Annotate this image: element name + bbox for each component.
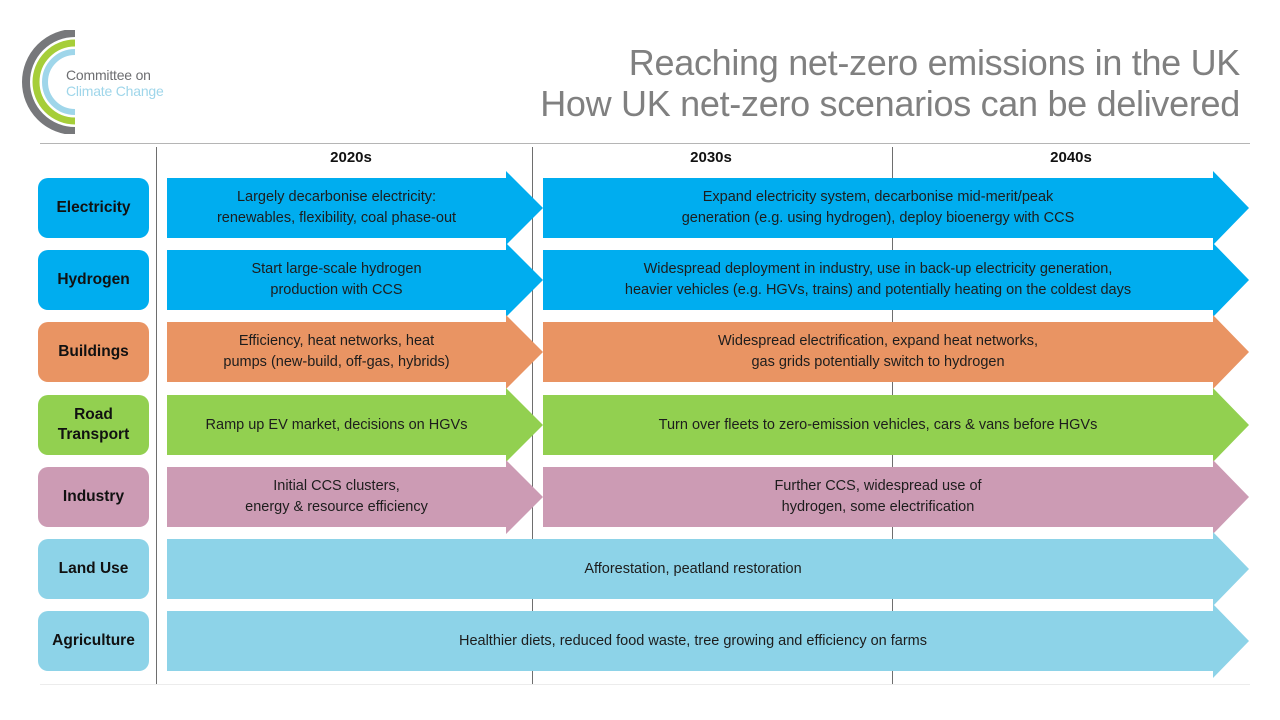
sector-label-industry: Industry: [38, 467, 149, 527]
arrow-text: Widespread electrification, expand heat …: [718, 333, 1038, 370]
page-title: Reaching net-zero emissions in the UK Ho…: [540, 42, 1240, 124]
arrow-text: Turn over fleets to zero-emission vehicl…: [658, 416, 1098, 433]
logo-text-climate-change: Climate Change: [66, 83, 164, 99]
decade-2020s: 2020s: [330, 149, 372, 166]
arrow-industry-2030s-2040s: Further CCS, widespread use of hydrogen,…: [543, 460, 1249, 534]
arrow-text: Further CCS, widespread use of hydrogen,…: [774, 478, 982, 515]
logo-text-committee: Committee on: [66, 67, 151, 83]
arrow-industry-2020s: Initial CCS clusters, energy & resource …: [167, 460, 543, 534]
arrow-text: Start large-scale hydrogen production wi…: [251, 261, 422, 298]
title-line-1: Reaching net-zero emissions in the UK: [628, 42, 1241, 83]
arrow-hydrogen-2020s: Start large-scale hydrogen production wi…: [167, 243, 543, 317]
arrow-agriculture-all: Healthier diets, reduced food waste, tre…: [167, 604, 1249, 678]
arrow-buildings-2030s-2040s: Widespread electrification, expand heat …: [543, 315, 1249, 389]
arrow-text: Widespread deployment in industry, use i…: [624, 261, 1132, 298]
arrow-land-use-all: Afforestation, peatland restoration: [167, 532, 1249, 606]
arrow-buildings-2020s: Efficiency, heat networks, heat pumps (n…: [167, 315, 543, 389]
arrow-road-transport-2020s: Ramp up EV market, decisions on HGVs: [167, 388, 543, 462]
arrow-road-transport-2030s-2040s: Turn over fleets to zero-emission vehicl…: [543, 388, 1249, 462]
sector-label-land-use: Land Use: [38, 539, 149, 599]
arrow-text: Expand electricity system, decarbonise m…: [681, 189, 1075, 226]
arrow-text: Efficiency, heat networks, heat pumps (n…: [223, 333, 450, 370]
logo-arcs-icon: [22, 30, 76, 134]
decade-2030s: 2030s: [690, 149, 732, 166]
decade-2040s: 2040s: [1050, 149, 1092, 166]
ccc-logo: Committee on Climate Change: [22, 30, 182, 134]
arrow-text: Initial CCS clusters, energy & resource …: [245, 478, 428, 515]
sector-label-agriculture: Agriculture: [38, 611, 149, 671]
arrow-text: Healthier diets, reduced food waste, tre…: [458, 632, 927, 649]
divider-labels: [156, 147, 157, 684]
sector-label-hydrogen: Hydrogen: [38, 250, 149, 310]
arrow-text: Afforestation, peatland restoration: [584, 560, 802, 577]
arrow-hydrogen-2030s-2040s: Widespread deployment in industry, use i…: [543, 243, 1249, 317]
title-line-2: How UK net-zero scenarios can be deliver…: [540, 83, 1240, 124]
arrow-text: Ramp up EV market, decisions on HGVs: [205, 416, 468, 433]
header-divider: [40, 143, 1250, 144]
arrow-text: Largely decarbonise electricity: renewab…: [216, 189, 457, 226]
sector-label-road-transport: Road Transport: [38, 395, 149, 455]
sector-label-buildings: Buildings: [38, 322, 149, 382]
bottom-divider: [40, 684, 1250, 685]
arrow-electricity-2020s: Largely decarbonise electricity: renewab…: [167, 171, 543, 245]
arrow-electricity-2030s-2040s: Expand electricity system, decarbonise m…: [543, 171, 1249, 245]
sector-label-electricity: Electricity: [38, 178, 149, 238]
